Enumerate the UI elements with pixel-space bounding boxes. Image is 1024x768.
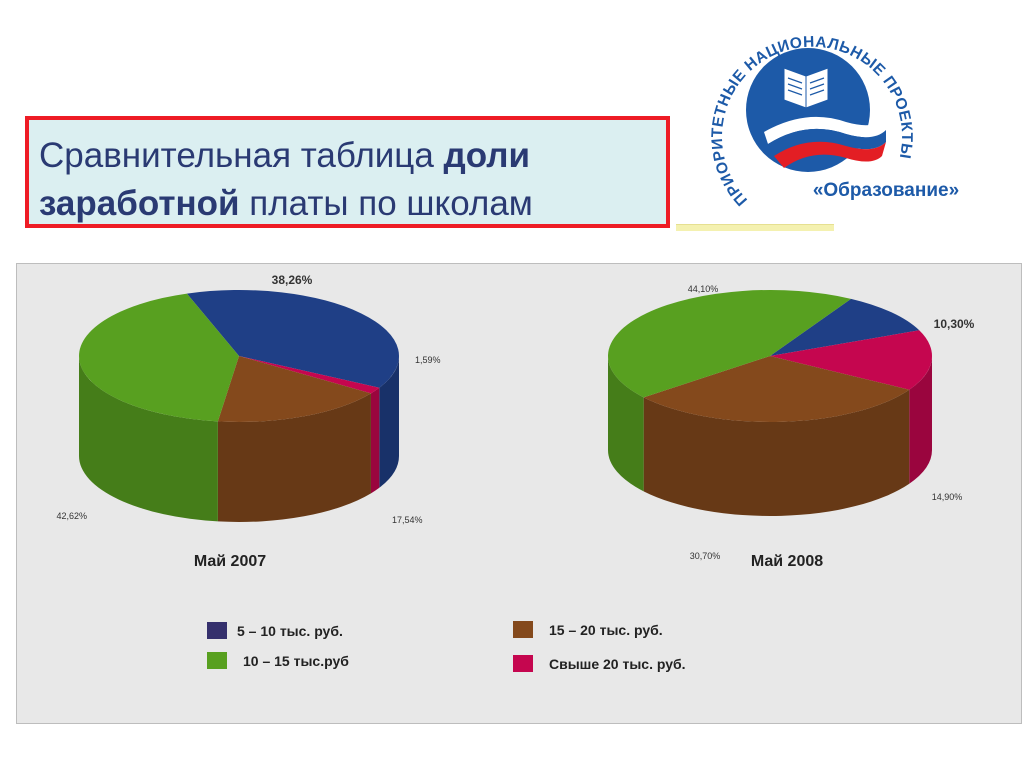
legend-label: 5 – 10 тыс. руб. xyxy=(237,622,343,639)
title-part-1: Сравнительная таблица xyxy=(39,136,444,175)
book-icon xyxy=(783,67,829,109)
pie-slice-1 xyxy=(770,330,933,390)
pie-side-38,26% xyxy=(379,356,399,488)
legend-swatch xyxy=(513,621,533,638)
pie-subtitle: Май 2008 xyxy=(751,553,823,570)
legend-swatch xyxy=(513,655,533,672)
pie-data-label: 17,54% xyxy=(392,515,423,525)
education-project-logo: ПРИОРИТЕТНЫЕ НАЦИОНАЛЬНЫЕ ПРОЕКТЫ «Образ… xyxy=(709,34,959,209)
pie-slice-3 xyxy=(608,290,851,398)
title-part-2: доли xyxy=(443,136,531,175)
pie-data-label: 30,70% xyxy=(690,551,721,561)
pie-data-label: 14,90% xyxy=(932,492,963,502)
title-part-4: платы по школам xyxy=(239,184,533,223)
pie-slice-2 xyxy=(217,356,371,422)
pie-slice-2 xyxy=(643,356,910,422)
logo-flag-blue xyxy=(768,128,886,156)
pie-side-44,10% xyxy=(608,356,644,492)
legend-item-5-10: 5 – 10 тыс. руб. xyxy=(207,622,343,639)
pie-sides xyxy=(608,356,932,516)
pie-data-label: 44,10% xyxy=(688,284,719,294)
logo-bottom-text: «Образование» xyxy=(813,180,959,201)
pie-charts: 38,26% 1,59% 17,54% 42,62% Май 2007 10,30% 14… xyxy=(56,273,975,570)
pie-side-1,59% xyxy=(370,387,380,494)
pie-chart-2007: 38,26% 1,59% 17,54% 42,62% Май 2007 xyxy=(56,273,440,570)
legend-swatch xyxy=(207,652,227,669)
chart-panel: 38,26% 1,59% 17,54% 42,62% Май 2007 10,30% 14… xyxy=(16,263,1022,724)
title-part-3: заработной xyxy=(39,184,240,223)
logo-flag-white xyxy=(764,116,886,144)
pie-data-label: 38,26% xyxy=(272,273,313,287)
pie-data-label: 42,62% xyxy=(56,511,87,521)
pie-slice-0 xyxy=(186,290,400,388)
pie-slice-0 xyxy=(770,298,920,356)
title-box: Сравнительная таблица доли заработной пл… xyxy=(25,116,670,228)
pie-side-42,62% xyxy=(79,356,218,522)
pie-side-17,54% xyxy=(217,393,371,522)
pie-sides xyxy=(79,356,399,522)
pie-chart-2008: 10,30% 14,90% 30,70% 44,10% Май 2008 xyxy=(608,284,975,570)
pie-slice-3 xyxy=(78,293,239,422)
legend-swatch xyxy=(207,622,227,639)
title-underline xyxy=(676,224,834,231)
legend-item-over-20: Свыше 20 тыс. руб. xyxy=(513,655,686,672)
legend-item-10-15: 10 – 15 тыс.руб xyxy=(207,652,349,669)
pie-subtitle: Май 2007 xyxy=(194,553,266,570)
legend-label: 15 – 20 тыс. руб. xyxy=(549,621,663,638)
logo-flag-red xyxy=(774,141,886,168)
pie-data-label: 1,59% xyxy=(415,355,441,365)
legend-label: 10 – 15 тыс.руб xyxy=(243,652,349,669)
pie-side-30,70% xyxy=(643,389,910,516)
legend-label: Свыше 20 тыс. руб. xyxy=(549,655,686,672)
pie-side-14,90% xyxy=(909,356,932,484)
slide-title: Сравнительная таблица доли заработной пл… xyxy=(39,132,533,228)
legend-item-15-20: 15 – 20 тыс. руб. xyxy=(513,621,663,638)
pie-data-label: 10,30% xyxy=(934,317,975,331)
pie-slice-1 xyxy=(239,356,380,394)
